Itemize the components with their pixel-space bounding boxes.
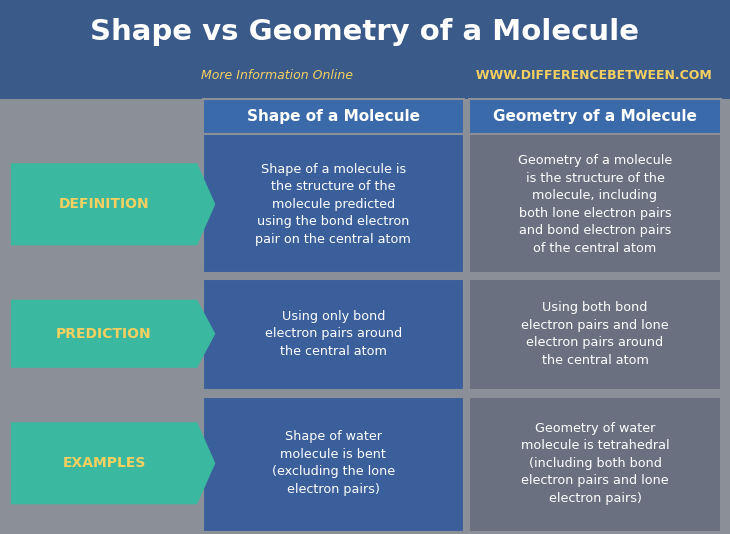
Text: Using both bond
electron pairs and lone
electron pairs around
the central atom: Using both bond electron pairs and lone …: [521, 301, 669, 366]
Text: PREDICTION: PREDICTION: [56, 327, 152, 341]
Text: Shape of a Molecule: Shape of a Molecule: [247, 108, 420, 124]
Text: Shape of a molecule is
the structure of the
molecule predicted
using the bond el: Shape of a molecule is the structure of …: [255, 163, 411, 246]
Text: DEFINITION: DEFINITION: [58, 197, 150, 211]
Bar: [203, 397, 464, 532]
Text: WWW.DIFFERENCEBETWEEN.COM: WWW.DIFFERENCEBETWEEN.COM: [467, 68, 712, 82]
Text: Shape of water
molecule is bent
(excluding the lone
electron pairs): Shape of water molecule is bent (excludi…: [272, 430, 395, 496]
Text: Geometry of a molecule
is the structure of the
molecule, including
both lone ele: Geometry of a molecule is the structure …: [518, 154, 672, 255]
Text: Geometry of water
molecule is tetrahedral
(including both bond
electron pairs an: Geometry of water molecule is tetrahedra…: [520, 422, 669, 505]
Bar: [0, 0, 730, 99]
Text: Shape vs Geometry of a Molecule: Shape vs Geometry of a Molecule: [91, 18, 639, 45]
Bar: [203, 134, 464, 273]
Bar: [469, 279, 721, 390]
Bar: [469, 397, 721, 532]
Bar: [203, 99, 464, 134]
Text: EXAMPLES: EXAMPLES: [62, 456, 146, 470]
Text: More Information Online: More Information Online: [201, 68, 353, 82]
Bar: [469, 99, 721, 134]
Polygon shape: [11, 422, 215, 504]
Polygon shape: [11, 163, 215, 245]
Text: Geometry of a Molecule: Geometry of a Molecule: [493, 108, 697, 124]
Bar: [203, 279, 464, 390]
Text: Using only bond
electron pairs around
the central atom: Using only bond electron pairs around th…: [265, 310, 402, 358]
Polygon shape: [11, 300, 215, 368]
Bar: [469, 134, 721, 273]
